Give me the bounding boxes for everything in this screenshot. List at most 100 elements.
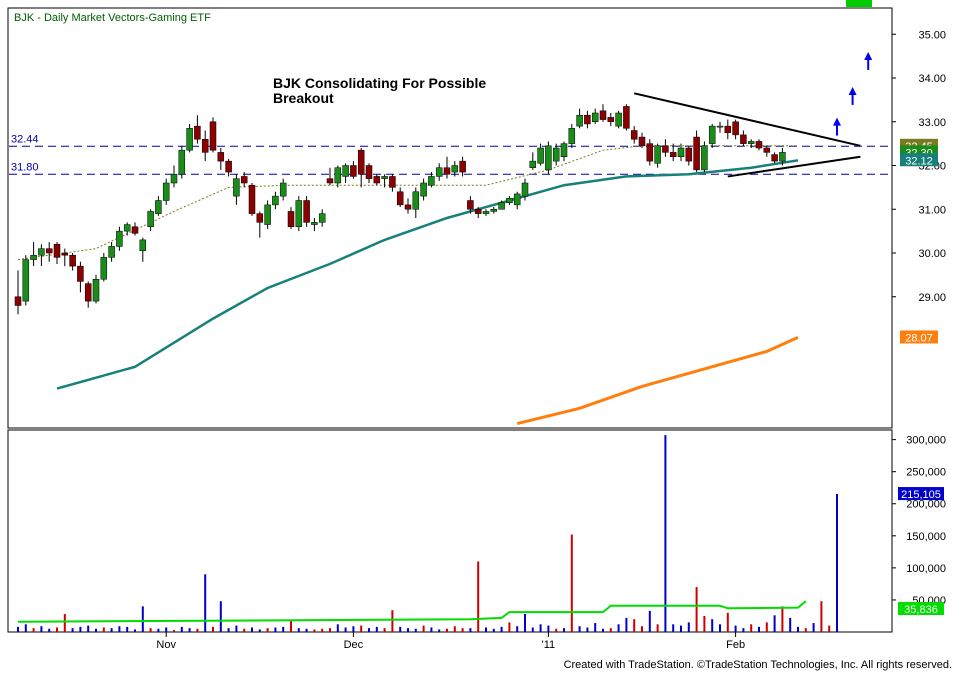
candle-body [404, 204, 412, 210]
candle [490, 207, 498, 214]
candle-body [350, 165, 357, 177]
volume-tick-label: 250,000 [906, 467, 946, 479]
price-tick-label: 35.00 [918, 29, 946, 41]
candle-body [763, 147, 771, 153]
candle-body [14, 296, 22, 306]
volume-bar [625, 617, 628, 632]
volume-bar [430, 627, 433, 632]
candle [389, 174, 396, 192]
candle [693, 130, 700, 173]
candle [108, 242, 115, 262]
level-label: 32.44 [11, 133, 39, 145]
price-tag: 28.07 [900, 330, 938, 344]
volume-bar [383, 628, 386, 632]
volume-bar [48, 628, 51, 632]
candle-body [373, 176, 381, 184]
candle [467, 196, 474, 214]
candle [607, 113, 615, 127]
candle [92, 274, 100, 304]
time-tick-label: '11 [542, 639, 556, 651]
candle [53, 242, 61, 264]
volume-bar [24, 624, 27, 632]
candle-body [482, 211, 490, 214]
annotation-line-1: BJK Consolidating For Possible [273, 75, 486, 91]
candle-body [170, 174, 178, 184]
volume-bar [110, 628, 113, 632]
candle-body [490, 209, 498, 212]
volume-bar [118, 626, 121, 632]
candle-body [38, 248, 45, 256]
status-indicator [846, 0, 872, 7]
candle [560, 141, 568, 162]
volume-bar [407, 628, 409, 632]
candle-body [506, 198, 513, 203]
candle [708, 123, 716, 148]
volume-bar [87, 625, 90, 632]
candle [45, 242, 53, 262]
candle-body [459, 160, 466, 173]
candle-body [233, 178, 240, 197]
candle-body [669, 152, 677, 157]
price-tick-label: 29.00 [918, 292, 946, 304]
volume-bar [492, 628, 495, 632]
volume-bar [586, 627, 589, 632]
volume-bar [469, 628, 472, 632]
volume-bar [648, 610, 651, 632]
candle [14, 270, 22, 315]
volume-axis: 300,000250,000200,000150,000100,00050,00… [892, 435, 946, 607]
candle [334, 165, 342, 188]
volume-bar [188, 628, 191, 632]
volume-bar [641, 626, 643, 632]
time-axis: Nov Dec '11 Feb [156, 632, 745, 651]
volume-tag-box [898, 602, 944, 616]
price-tag-label: 28.07 [905, 332, 933, 344]
candle [584, 110, 591, 129]
candle [279, 178, 287, 201]
candle [139, 237, 147, 262]
candle [669, 143, 677, 162]
volume-bar [609, 628, 612, 632]
candle [747, 139, 755, 148]
candle-body [747, 141, 755, 144]
price-tick-label: 31.00 [918, 204, 946, 216]
volume-bar [570, 534, 573, 632]
volume-tag-box [898, 487, 944, 501]
candle-body [529, 160, 537, 168]
candle [350, 161, 357, 179]
volume-bar [71, 628, 74, 632]
volume-bar [687, 622, 690, 632]
volume-bar [563, 628, 565, 632]
candle [22, 255, 30, 306]
candle [404, 198, 412, 214]
candle-body [186, 128, 193, 151]
candle [482, 209, 490, 216]
volume-bar [726, 612, 729, 632]
candle [630, 126, 638, 144]
candle-body [755, 141, 763, 149]
price-tag-box [900, 330, 938, 344]
volume-bar [446, 628, 448, 632]
volume-bar [165, 627, 168, 632]
candle-body [365, 165, 373, 179]
candle [201, 130, 209, 162]
volume-bar [126, 626, 129, 632]
candle [591, 108, 599, 124]
trendline [633, 92, 861, 147]
volume-bar [305, 628, 308, 632]
candle [677, 143, 685, 162]
candle [116, 226, 123, 251]
candle [233, 174, 240, 205]
volume-bar [508, 622, 511, 632]
candle-body [256, 213, 264, 223]
candle [537, 143, 544, 166]
volume-bar [703, 615, 706, 632]
candle [311, 218, 318, 232]
candle [30, 242, 37, 267]
time-tick-label: Dec [344, 639, 364, 651]
candle [529, 152, 537, 170]
candle-body [591, 112, 599, 122]
candle-body [568, 128, 576, 144]
volume-bar [79, 626, 82, 632]
candle-body [389, 176, 396, 188]
